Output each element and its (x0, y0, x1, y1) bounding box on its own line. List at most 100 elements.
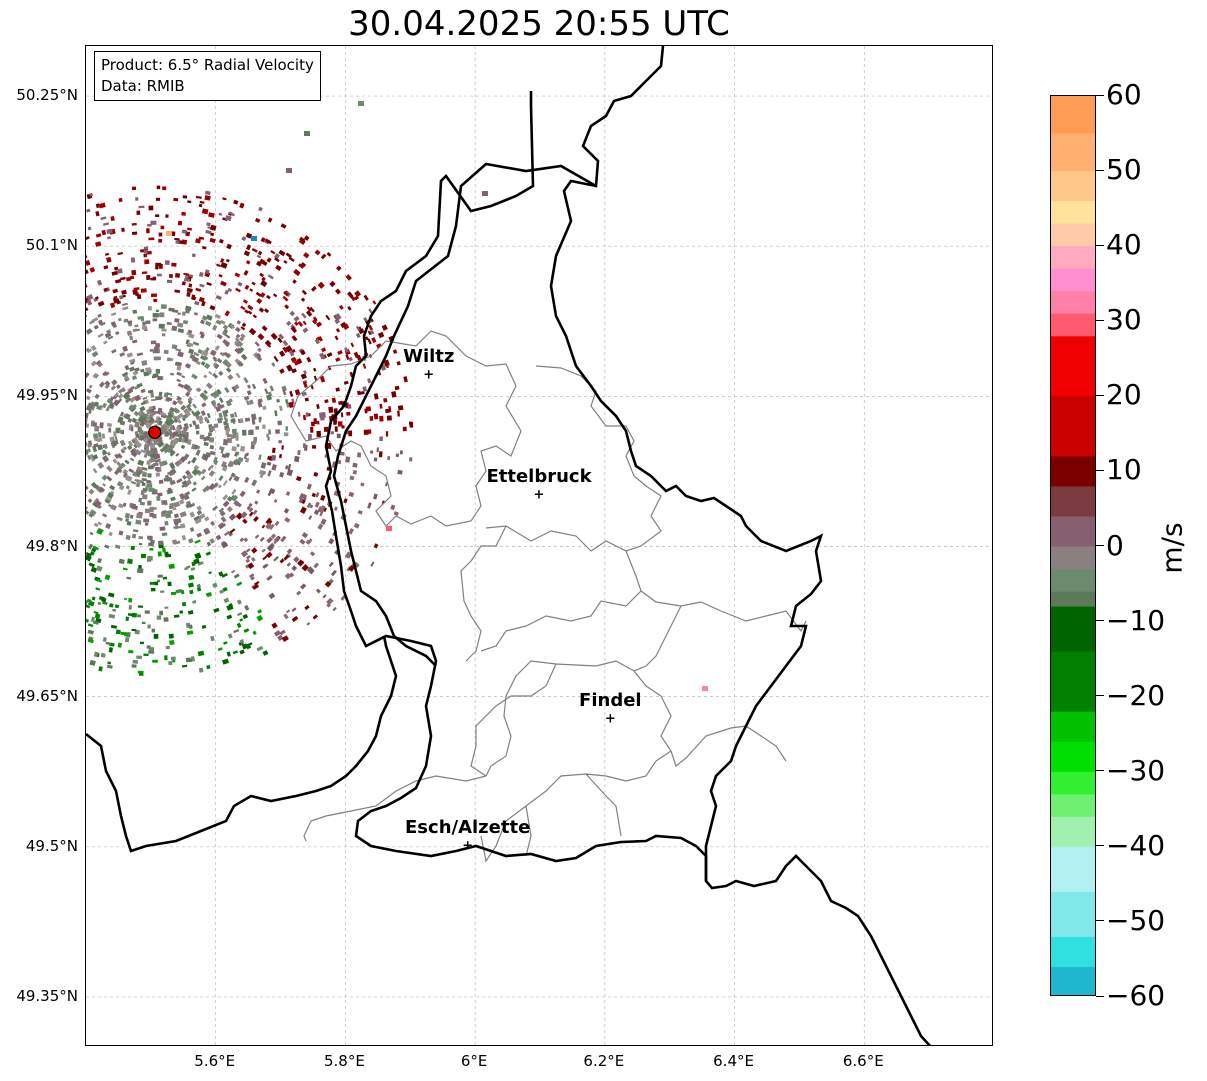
radar-echo-pixel (86, 299, 93, 306)
radar-echo-pixel (236, 599, 242, 605)
radar-echo-pixel (104, 499, 110, 504)
radar-echo-pixel (271, 455, 277, 461)
radar-echo-pixel (243, 250, 251, 257)
radar-echo-pixel (102, 371, 108, 377)
radar-echo-pixel (127, 558, 133, 565)
radar-echo-pixel (93, 325, 99, 330)
radar-echo-pixel (311, 492, 317, 498)
radar-echo-pixel (219, 239, 224, 244)
radar-echo-pixel (124, 632, 128, 637)
radar-echo-pixel (157, 551, 162, 557)
radar-echo-pixel (149, 548, 154, 551)
radar-echo-pixel (231, 428, 237, 433)
radar-echo-pixel (139, 405, 146, 412)
colorbar-segment (1051, 936, 1095, 968)
radar-echo-pixel (208, 437, 215, 443)
radar-echo-pixel (282, 295, 289, 302)
radar-echo-pixel (305, 412, 309, 417)
radar-echo-pixel (229, 528, 236, 534)
radar-echo-pixel (256, 298, 263, 305)
radar-echo-pixel (221, 541, 229, 549)
radar-echo-pixel (141, 360, 148, 366)
radar-echo-pixel (195, 360, 201, 366)
longitude-label: 6.6°E (842, 1052, 884, 1070)
radar-echo-pixel (86, 412, 89, 419)
radar-echo-pixel (208, 483, 216, 491)
radar-echo-pixel (106, 465, 113, 473)
radar-echo-pixel (86, 418, 88, 424)
radar-echo-pixel (300, 349, 306, 356)
radar-echo-pixel (131, 186, 137, 191)
radar-echo-pixel (174, 273, 181, 278)
radar-echo-pixel (233, 384, 240, 390)
radar-echo-pixel (226, 427, 231, 432)
radar-echo-pixel (143, 442, 151, 449)
radar-echo-pixel (261, 325, 268, 332)
radar-echo-pixel (179, 499, 185, 505)
radar-echo-pixel (135, 197, 139, 201)
radar-echo-pixel (243, 537, 249, 543)
radar-echo-pixel (131, 231, 138, 235)
radar-echo-pixel (128, 604, 133, 610)
radar-echo-pixel (131, 375, 138, 381)
radar-echo-pixel (118, 530, 124, 536)
radar-map[interactable] (85, 45, 993, 1046)
radar-echo-pixel (328, 537, 335, 545)
radar-echo-pixel (296, 590, 302, 596)
radar-echo-pixel (108, 613, 116, 619)
radar-echo-pixel (270, 332, 278, 340)
radar-echo-pixel (95, 233, 102, 238)
radar-echo-pixel (218, 212, 223, 216)
radar-echo-pixel (86, 269, 89, 275)
radar-echo-pixel (164, 551, 169, 557)
radar-echo-pixel (225, 399, 232, 407)
radar-echo-pixel (150, 220, 157, 225)
radar-echo-pixel (113, 392, 119, 398)
radar-echo-pixel (110, 624, 118, 629)
radar-echo-pixel (121, 289, 127, 295)
radar-echo-pixel (357, 452, 362, 458)
radar-echo-pixel (94, 296, 99, 300)
radar-echo-pixel (246, 554, 251, 560)
radar-echo-pixel (240, 511, 248, 519)
radar-echo-pixel (86, 294, 94, 301)
radar-echo-pixel (130, 385, 135, 391)
radar-echo-pixel (220, 540, 226, 545)
radar-echo-pixel (152, 514, 157, 519)
radar-echo-pixel (206, 412, 211, 419)
radar-echo-pixel (223, 641, 228, 645)
radar-echo-pixel (302, 443, 306, 449)
radar-echo-pixel (297, 559, 305, 567)
radar-echo-pixel (204, 320, 212, 327)
radar-echo-pixel (224, 215, 232, 222)
radar-echo-pixel (197, 650, 205, 657)
radar-echo-pixel (97, 279, 103, 286)
radar-echo-pixel (250, 556, 256, 562)
radar-echo-pixel (131, 269, 137, 276)
radar-echo-pixel (368, 308, 373, 314)
radar-echo-pixel (291, 368, 297, 374)
radar-echo-pixel (187, 227, 192, 231)
radar-echo-pixel (208, 371, 213, 375)
radar-echo-pixel (141, 271, 148, 274)
radar-echo-pixel (86, 450, 89, 457)
radar-echo-pixel (108, 647, 114, 653)
colorbar-tick (1096, 695, 1104, 697)
radar-echo-pixel (241, 643, 248, 650)
radar-echo-pixel (365, 406, 372, 412)
radar-echo-pixel (338, 459, 342, 465)
radar-echo-pixel (95, 500, 102, 507)
colorbar-gradient (1051, 96, 1095, 995)
radar-echo-pixel (257, 333, 265, 341)
radar-echo-pixel (363, 429, 369, 435)
radar-echo-pixel (356, 390, 362, 396)
radar-echo-pixel (222, 494, 229, 501)
radar-echo-pixel (386, 526, 392, 531)
radar-echo-pixel (158, 313, 163, 317)
radar-echo-pixel (212, 390, 220, 399)
radar-echo-pixel (234, 452, 238, 457)
colorbar-segment (1051, 711, 1095, 743)
radar-echo-pixel (154, 420, 158, 423)
radar-echo-pixel (191, 561, 196, 567)
radar-echo-pixel (120, 449, 125, 454)
